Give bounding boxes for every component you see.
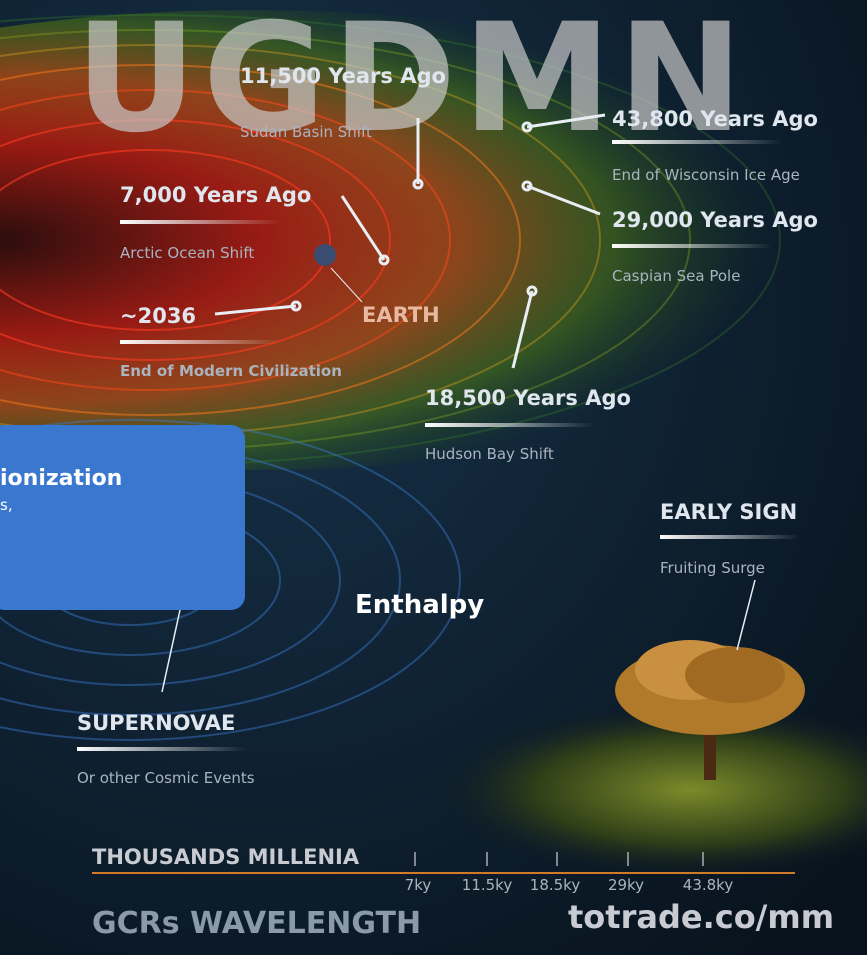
earth — [314, 244, 336, 266]
event-title: 18,500 Years Ago — [425, 386, 631, 410]
underline — [425, 423, 595, 427]
underline — [612, 140, 782, 144]
event-subtitle: Caspian Sea Pole — [612, 267, 740, 285]
event-title: 7,000 Years Ago — [120, 183, 311, 207]
early-sign-subtitle: Fruiting Surge — [660, 559, 765, 577]
timeline-label: 11.5ky — [462, 876, 513, 894]
underline — [660, 535, 800, 539]
timeline-label: 43.8ky — [683, 876, 734, 894]
timeline-title: THOUSANDS MILLENIA — [92, 845, 360, 869]
underline — [612, 244, 772, 248]
supernovae-title: SUPERNOVAE — [77, 711, 235, 735]
footer-right: totrade.co/mm — [568, 898, 834, 936]
event-subtitle: End of Modern Civilization — [120, 362, 342, 380]
underline — [77, 747, 247, 751]
event-subtitle: Arctic Ocean Shift — [120, 244, 254, 262]
event-title: 11,500 Years Ago — [240, 64, 446, 88]
card — [0, 425, 245, 610]
timeline-label: 29ky — [608, 876, 644, 894]
underline — [120, 220, 280, 224]
event-subtitle: Hudson Bay Shift — [425, 445, 554, 463]
card-title: ionization — [0, 466, 122, 491]
early-sign-title: EARLY SIGN — [660, 500, 797, 524]
event-subtitle: End of Wisconsin Ice Age — [612, 166, 800, 184]
event-title: 43,800 Years Ago — [612, 107, 818, 131]
underline — [120, 340, 280, 344]
event-title: ~2036 — [120, 304, 196, 328]
supernovae-subtitle: Or other Cosmic Events — [77, 769, 255, 787]
card-subtitle: s, — [0, 496, 13, 514]
earth-label: EARTH — [362, 303, 440, 327]
footer-left: GCRs WAVELENGTH — [92, 906, 421, 941]
event-title: 29,000 Years Ago — [612, 208, 818, 232]
center-label: Enthalpy — [355, 590, 484, 620]
event-subtitle: Sudan Basin Shift — [240, 123, 372, 141]
infographic: UGDMN 11,500 Years Ago Sudan Basin Shift… — [0, 0, 867, 955]
timeline-label: 18.5ky — [530, 876, 581, 894]
timeline-label: 7ky — [405, 876, 432, 894]
